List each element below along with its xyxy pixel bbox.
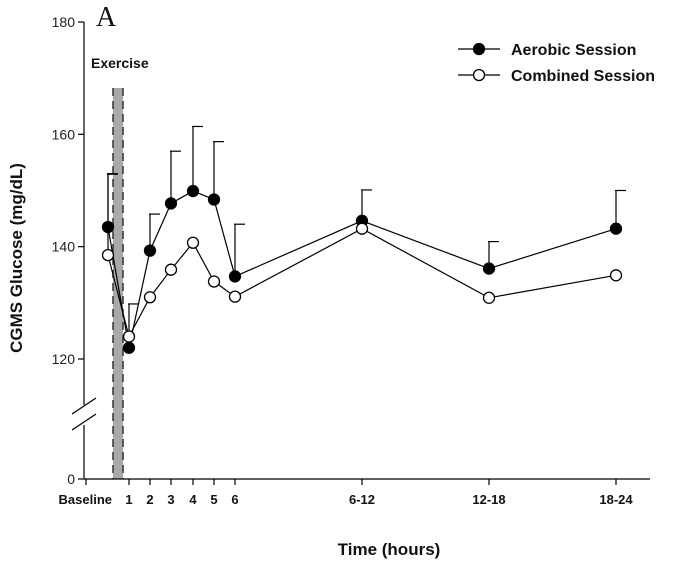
series-line-aerobic [107,190,617,348]
y-tick-label: 120 [52,351,76,367]
data-point-aerobic [482,262,496,275]
x-tick-label: 3 [167,492,174,507]
data-point-aerobic [207,193,221,206]
legend-marker-combined [472,68,486,82]
y-tick-label: 0 [67,471,75,487]
data-point-combined [143,291,157,304]
x-tick-label: 6-12 [349,492,375,507]
data-point-aerobic [101,220,115,234]
data-point-combined [207,275,221,288]
x-tick-label: 12-18 [472,492,505,507]
x-tick-label: 6 [231,492,238,507]
data-point-combined [228,290,242,303]
data-point-combined [164,263,178,276]
series-line-combined [107,228,617,339]
data-point-aerobic [143,244,157,257]
legend-label-combined: Combined Session [511,68,655,85]
x-tick-label: 4 [189,492,197,507]
x-tick-label: 18-24 [599,492,633,507]
x-tick-label: Baseline [59,492,112,507]
x-tick-label: 1 [125,492,132,507]
data-point-aerobic [228,270,242,283]
data-point-aerobic [164,197,178,210]
axis-break-mark-lower [71,413,97,431]
data-point-combined [101,248,115,262]
data-point-combined [122,330,136,343]
legend-label-aerobic: Aerobic Session [511,42,636,59]
x-axis-title: Time (hours) [338,540,441,559]
legend-marker-aerobic [472,42,486,56]
data-point-combined [609,269,623,282]
x-tick-label: 2 [146,492,153,507]
panel-label: A [96,2,117,33]
y-tick-label: 140 [52,239,76,255]
axis-break-mark-upper [71,397,97,415]
y-tick-label: 160 [52,126,76,142]
x-tick-label: 5 [210,492,217,507]
data-point-combined [482,291,496,304]
plot-area: 0 120 140 160 180 Baseline 1 2 3 4 5 6 6-12 12-18 18-2… [52,14,650,507]
legend: Aerobic Session Combined Session [458,42,655,85]
data-point-combined [186,236,200,249]
data-point-aerobic [609,222,623,235]
y-tick-label: 180 [52,14,76,30]
data-point-combined [355,222,369,235]
y-axis-title: CGMS Glucose (mg/dL) [7,163,26,353]
data-point-aerobic [122,341,136,354]
exercise-annotation: Exercise [91,55,149,71]
data-point-aerobic [186,184,200,198]
